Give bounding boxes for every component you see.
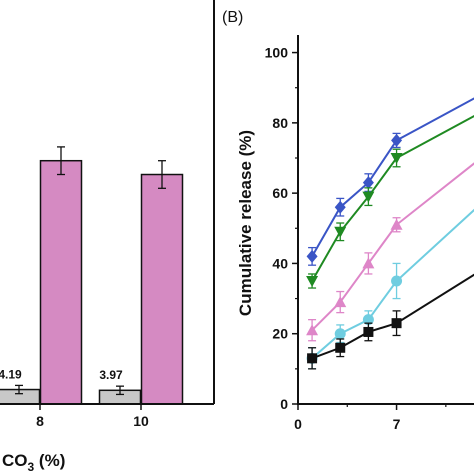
series: [307, 273, 474, 370]
bar-value-label: 4.19: [0, 367, 22, 381]
series: [306, 114, 474, 289]
data-point-diamond: [334, 200, 346, 214]
panel-a-bars: 4.19 3.97: [0, 146, 184, 405]
bar: [39, 159, 83, 405]
series: [306, 208, 474, 370]
y-tick-label: 40: [272, 255, 288, 271]
panel-b-series: [306, 97, 474, 370]
bar-value-label: 3.97: [99, 368, 123, 382]
bar: [140, 173, 184, 405]
data-point-square: [363, 326, 374, 337]
data-point-triangle-up: [306, 324, 319, 336]
data-point-diamond: [391, 133, 403, 147]
panel-b-axes: 0 20 40 60 80 100 0 7: [265, 35, 474, 432]
data-point-triangle-up: [390, 218, 403, 230]
data-point-triangle-down: [362, 191, 375, 203]
data-point-square: [391, 318, 402, 329]
data-point-triangle-up: [334, 296, 347, 308]
y-tick-label: 20: [272, 326, 288, 342]
data-point-circle: [334, 328, 346, 340]
data-point-triangle-up: [362, 257, 375, 269]
y-tick-label: 60: [272, 185, 288, 201]
data-point-triangle-down: [306, 276, 319, 287]
x-tick-label: 7: [393, 416, 401, 432]
data-point-circle: [391, 275, 403, 287]
y-tick-label: 80: [272, 115, 288, 131]
data-point-triangle-down: [334, 226, 347, 238]
data-point-triangle-down: [390, 153, 403, 164]
data-point-square: [307, 353, 318, 364]
series-line: [311, 114, 474, 282]
x-tick-label: 10: [133, 413, 149, 429]
data-point-circle: [362, 314, 374, 326]
data-point-square: [335, 342, 346, 353]
panel-b-y-axis-title: Cumulative release (%): [236, 130, 255, 316]
x-tick-label: 8: [36, 413, 44, 429]
panel-a-x-axis-title: CO3 (%): [2, 451, 65, 474]
panel-b-line-chart: (B) Cumulative release (%) 0204060801000…: [222, 9, 474, 432]
data-point-diamond: [306, 249, 318, 263]
series: [306, 162, 474, 342]
panel-a-x-ticks: 8 10: [36, 404, 149, 429]
y-tick-label: 100: [265, 45, 289, 61]
panel-a-bar-chart: 4.19 3.97 8 10 CO3 (%): [0, 0, 215, 474]
data-point-diamond: [362, 176, 374, 190]
series: [306, 97, 474, 266]
x-tick-label: 0: [294, 416, 302, 432]
panel-b-label: (B): [222, 9, 243, 26]
y-tick-label: 0: [280, 396, 288, 412]
bar: [0, 388, 41, 405]
